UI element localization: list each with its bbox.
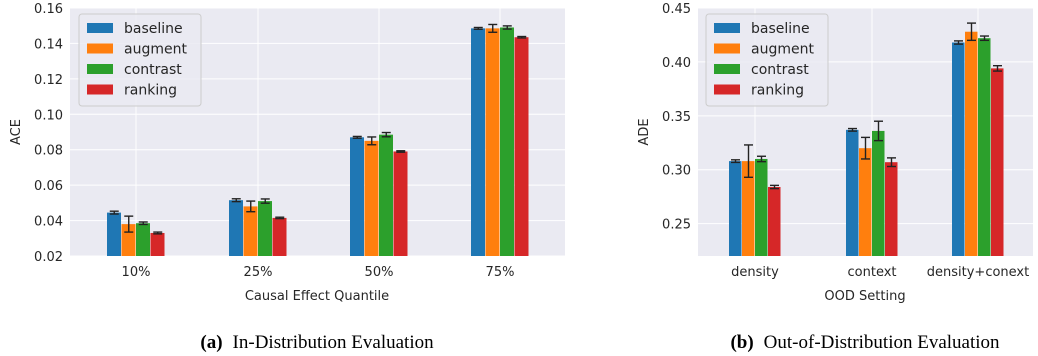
legend-swatch-contrast <box>87 64 113 74</box>
caption-text: Out-of-Distribution Evaluation <box>764 332 1000 353</box>
legend-label-contrast: contrast <box>751 62 809 78</box>
y-axis-label: ADE <box>637 118 652 145</box>
x-tick-label: 50% <box>365 265 394 280</box>
bars <box>107 23 529 256</box>
legend-swatch-baseline <box>714 23 740 33</box>
legend: baseline augment contrast ranking <box>705 13 829 107</box>
bar-baseline <box>471 28 485 256</box>
bar-ranking <box>150 232 165 256</box>
bar-augment <box>364 140 379 256</box>
bar-baseline <box>229 200 243 256</box>
caption-text: In-Distribution Evaluation <box>233 332 435 353</box>
bar-contrast <box>978 38 991 257</box>
bar-contrast <box>755 158 768 256</box>
chart-in-distribution: 0.02 0.04 0.06 0.08 0.10 0.12 0.14 0.16 10% 25% 5… <box>9 2 565 353</box>
x-tick-label: context <box>848 265 897 280</box>
y-tick-label: 0.40 <box>662 56 691 71</box>
bar-ranking <box>393 151 408 256</box>
bar-ranking <box>768 186 781 256</box>
bar-contrast <box>258 201 272 256</box>
x-tick-label: 75% <box>486 265 515 280</box>
bar-baseline <box>107 212 121 256</box>
legend-label-contrast: contrast <box>124 62 182 78</box>
legend-box <box>705 13 829 107</box>
x-tick-labels: density context density+conext <box>731 265 1029 280</box>
bar-contrast <box>379 134 393 256</box>
bar-augment <box>859 148 872 256</box>
legend-label-augment: augment <box>751 42 814 58</box>
legend-label-ranking: ranking <box>751 83 804 99</box>
bar-baseline <box>952 42 965 256</box>
bar-ranking <box>514 37 529 256</box>
x-axis-label: OOD Setting <box>824 289 905 304</box>
x-axis-label: Causal Effect Quantile <box>245 289 389 304</box>
bar-baseline <box>350 137 364 256</box>
bar-baseline <box>729 161 742 256</box>
y-tick-labels: 0.25 0.30 0.35 0.40 0.45 <box>662 2 691 233</box>
legend-label-ranking: ranking <box>124 83 177 99</box>
bar-baseline <box>846 129 859 256</box>
y-tick-label: 0.45 <box>662 2 691 17</box>
bar-ranking <box>272 217 287 256</box>
legend-swatch-ranking <box>87 84 113 95</box>
x-tick-label: density+conext <box>927 265 1029 280</box>
legend-swatch-contrast <box>714 64 740 74</box>
legend-box <box>78 13 202 107</box>
legend-swatch-augment <box>714 43 740 54</box>
y-tick-label: 0.30 <box>662 164 691 179</box>
chart-out-of-distribution: 0.250.300.350.400.45 density context densi… <box>637 2 1033 353</box>
legend-label-baseline: baseline <box>124 21 183 37</box>
bar-augment <box>485 28 500 256</box>
y-axis-label: ACE <box>9 119 24 145</box>
caption: (a) In-Distribution Evaluation <box>200 332 434 353</box>
bar-contrast <box>500 27 514 256</box>
y-tick-label: 0.12 <box>34 73 63 88</box>
legend: baseline augment contrast ranking <box>78 13 202 107</box>
y-tick-label: 0.08 <box>34 144 63 159</box>
x-tick-label: density <box>731 265 779 280</box>
y-tick-label: 0.02 <box>34 250 63 265</box>
caption-label: (a) <box>200 332 222 353</box>
y-tick-label: 0.04 <box>34 215 63 230</box>
y-tick-label: 0.16 <box>34 2 63 17</box>
bar-contrast <box>136 223 150 256</box>
x-tick-label: 10% <box>122 265 151 280</box>
bar-contrast <box>872 130 885 256</box>
bar-ranking <box>991 68 1004 257</box>
bar-ranking <box>885 162 898 256</box>
legend-label-baseline: baseline <box>751 21 810 37</box>
y-tick-labels: 0.02 0.04 0.06 0.08 0.10 0.12 0.14 0.16 <box>34 2 63 265</box>
bars <box>729 22 1004 257</box>
legend-swatch-baseline <box>87 23 113 33</box>
x-tick-label: 25% <box>244 265 273 280</box>
legend-swatch-ranking <box>714 84 740 95</box>
y-tick-label: 0.10 <box>34 108 63 123</box>
caption: (b) Out-of-Distribution Evaluation <box>730 332 1000 353</box>
bar-augment <box>742 161 755 256</box>
bar-augment <box>965 31 978 256</box>
x-tick-labels: 10% 25% 50% 75% <box>122 265 515 280</box>
y-tick-label: 0.35 <box>662 110 691 125</box>
bar-augment <box>243 206 258 256</box>
caption-label: (b) <box>730 332 753 353</box>
legend-label-augment: augment <box>124 42 187 58</box>
y-tick-label: 0.25 <box>662 218 691 233</box>
y-tick-label: 0.14 <box>34 37 63 52</box>
legend-swatch-augment <box>87 43 113 54</box>
y-tick-label: 0.06 <box>34 179 63 194</box>
